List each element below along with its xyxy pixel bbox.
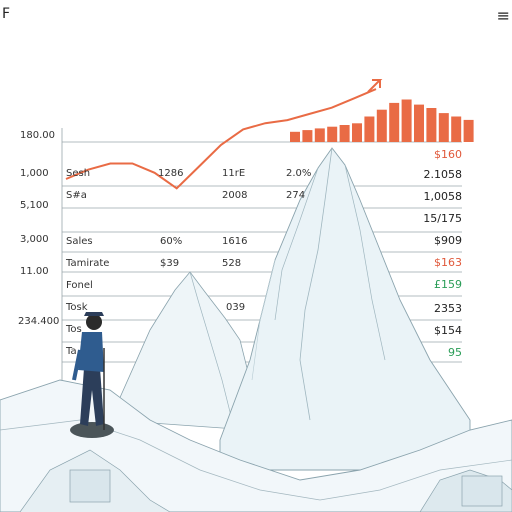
table-value: $163 — [434, 256, 462, 269]
bar — [364, 116, 375, 142]
bar — [352, 123, 362, 142]
hiker-figure — [70, 312, 114, 438]
axis-tick: 5,100 — [20, 200, 49, 211]
bar — [290, 131, 300, 142]
trend-arrow-icon — [367, 79, 383, 93]
bar-series — [290, 99, 474, 142]
mountains — [0, 147, 512, 512]
bar — [302, 130, 313, 142]
table-row-label: Fonel — [66, 280, 93, 291]
table-cell: 528 — [222, 258, 242, 269]
table-cell: 274 — [286, 190, 306, 201]
logo: F — [2, 6, 11, 22]
table-cell: 2008 — [222, 190, 248, 201]
table-value: 2.1058 — [423, 168, 463, 181]
bar — [327, 126, 338, 142]
table-row-label: Tosk — [66, 302, 88, 313]
bar — [451, 116, 462, 142]
table-row-label: Ta — [66, 346, 77, 357]
axis-tick: 234.400 — [18, 316, 60, 327]
bar — [314, 128, 325, 142]
table-value: 1,0058 — [423, 190, 463, 203]
bar — [389, 102, 400, 142]
table-cell: 039 — [226, 302, 246, 313]
table-value: 95 — [448, 346, 462, 359]
menu-icon[interactable]: ≡ — [496, 6, 510, 25]
table-cell: 1616 — [222, 236, 248, 247]
table-cell: 1286 — [158, 168, 184, 179]
axis-tick: 1,000 — [20, 168, 49, 179]
table-cell: 2.0% — [286, 168, 312, 179]
table-row-label: Tamirate — [66, 258, 110, 269]
table-value: 2353 — [434, 302, 462, 315]
bar — [376, 109, 387, 142]
axis-tick: 180.00 — [20, 130, 55, 141]
table-cell: 60% — [160, 236, 183, 247]
table-cell: 11rE — [222, 168, 246, 179]
table-value: £159 — [434, 278, 462, 291]
table-value: $909 — [434, 234, 462, 247]
table-row-label: Sales — [66, 236, 93, 247]
table-value: $154 — [434, 324, 462, 337]
bar — [401, 99, 412, 142]
table-value: $160 — [434, 148, 462, 161]
bar — [414, 104, 424, 142]
bar — [463, 119, 474, 142]
table-row-label: S#a — [66, 190, 87, 201]
axis-tick: 11.00 — [20, 266, 49, 277]
bar — [426, 108, 437, 142]
table-cell: $39 — [160, 258, 180, 269]
table-row-label: Sesh — [66, 168, 91, 179]
trend-line — [65, 88, 377, 190]
bar — [339, 125, 350, 142]
bar — [438, 113, 449, 142]
table-value: 15/175 — [423, 212, 462, 225]
table-row-label: Tos — [66, 324, 82, 335]
axis-tick: 3,000 — [20, 234, 49, 245]
